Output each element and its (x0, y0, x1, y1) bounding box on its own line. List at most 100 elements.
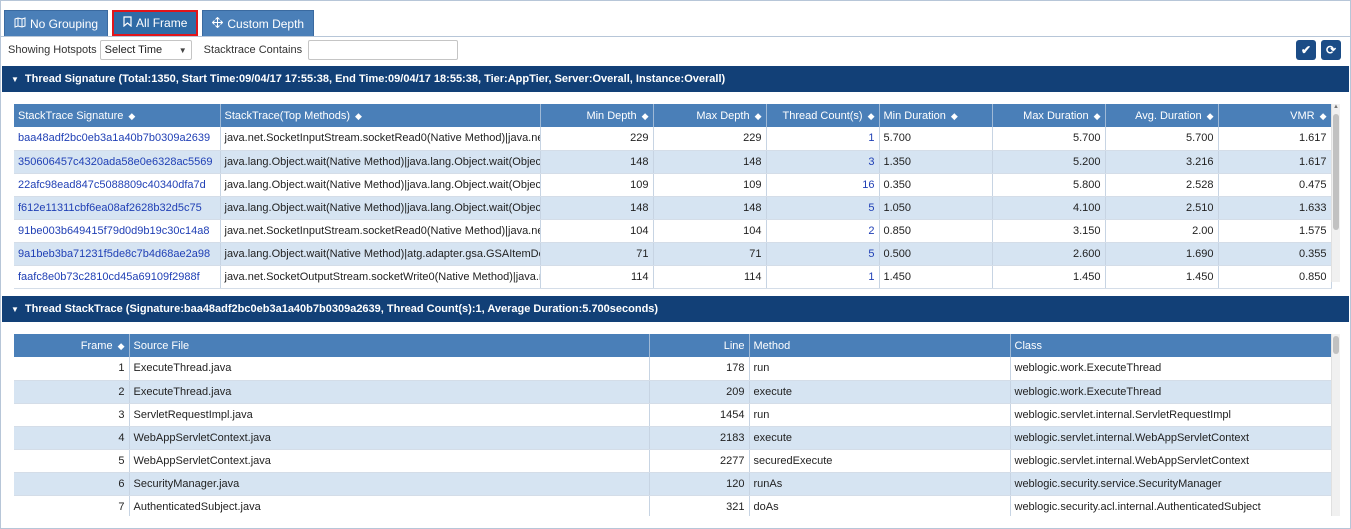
move-icon (212, 16, 224, 31)
signature-link[interactable]: 350606457c4320ada58e0e6328ac5569 (14, 150, 221, 174)
frame-cell: 5 (14, 449, 130, 473)
sort-icon: ◆ (1319, 110, 1327, 121)
scroll-thumb[interactable] (1333, 114, 1339, 230)
collapse-triangle-icon: ▼ (11, 74, 19, 84)
col-stacktrace-signature[interactable]: StackTrace Signature ◆ (14, 104, 221, 127)
col-min-depth[interactable]: Min Depth ◆ (540, 104, 654, 127)
tab-divider (0, 36, 1351, 37)
tab-custom-depth[interactable]: Custom Depth (202, 10, 315, 36)
table-row[interactable]: 22afc98ead847c5088809c40340dfa7d java.la… (14, 173, 1332, 197)
table-row[interactable]: 2 ExecuteThread.java 209 execute weblogi… (14, 380, 1332, 404)
col-max-duration[interactable]: Max Duration ◆ (992, 104, 1106, 127)
col-top-methods[interactable]: StackTrace(Top Methods) ◆ (220, 104, 541, 127)
avg-duration-cell: 5.700 (1105, 127, 1219, 151)
max-depth-cell: 148 (653, 196, 767, 220)
table-row[interactable]: 1 ExecuteThread.java 178 run weblogic.wo… (14, 357, 1332, 381)
table-row[interactable]: 9a1beb3ba71231f5de8c7b4d68ae2a98 java.la… (14, 242, 1332, 266)
scroll-up-icon[interactable]: ▲ (1333, 104, 1339, 110)
tab-all-frame[interactable]: All Frame (112, 10, 199, 36)
avg-duration-cell: 2.510 (1105, 196, 1219, 220)
line-cell: 2183 (649, 426, 750, 450)
line-cell: 2277 (649, 449, 750, 473)
signature-link[interactable]: f612e11311cbf6ea08af2628b32d5c75 (14, 196, 221, 220)
vmr-cell: 0.850 (1218, 265, 1332, 289)
stacktrace-scrollbar[interactable] (1331, 334, 1340, 516)
vmr-cell: 0.475 (1218, 173, 1332, 197)
thread-count-link[interactable]: 1 (766, 127, 880, 151)
sort-icon: ◆ (355, 110, 362, 121)
tab-no-grouping[interactable]: No Grouping (4, 10, 109, 36)
col-max-depth[interactable]: Max Depth ◆ (653, 104, 767, 127)
table-row[interactable]: 7 AuthenticatedSubject.java 321 doAs web… (14, 495, 1332, 516)
table-row[interactable]: 6 SecurityManager.java 120 runAs weblogi… (14, 472, 1332, 496)
source-file-cell: WebAppServletContext.java (129, 449, 650, 473)
thread-count-link[interactable]: 16 (766, 173, 880, 197)
thread-count-link[interactable]: 5 (766, 196, 880, 220)
col-min-duration[interactable]: Min Duration ◆ (879, 104, 993, 127)
min-duration-cell: 5.700 (879, 127, 993, 151)
view-tabs: No Grouping All Frame Custom Depth (4, 10, 315, 36)
col-source-file[interactable]: Source File (129, 334, 650, 357)
sort-icon: ◆ (117, 340, 125, 351)
tab-label: Custom Depth (227, 16, 305, 31)
col-avg-duration[interactable]: Avg. Duration ◆ (1105, 104, 1219, 127)
frame-cell: 7 (14, 495, 130, 516)
top-methods-cell: java.lang.Object.wait(Native Method)|jav… (220, 150, 541, 174)
table-row[interactable]: 91be003b649415f79d0d9b19c30c14a8 java.ne… (14, 219, 1332, 243)
thread-count-link[interactable]: 3 (766, 150, 880, 174)
thread-count-link[interactable]: 5 (766, 242, 880, 266)
min-depth-cell: 104 (540, 219, 654, 243)
sort-icon: ◆ (641, 110, 649, 121)
refresh-button[interactable]: ⟳ (1321, 40, 1341, 60)
table-row[interactable]: baa48adf2bc0eb3a1a40b7b0309a2639 java.ne… (14, 127, 1332, 151)
signature-link[interactable]: faafc8e0b73c2810cd45a69109f2988f (14, 265, 221, 289)
signature-link[interactable]: 91be003b649415f79d0d9b19c30c14a8 (14, 219, 221, 243)
min-duration-cell: 0.850 (879, 219, 993, 243)
line-cell: 1454 (649, 403, 750, 427)
signature-scrollbar[interactable]: ▲ (1331, 104, 1340, 282)
max-depth-cell: 104 (653, 219, 767, 243)
frame-cell: 4 (14, 426, 130, 450)
time-select[interactable]: Select Time ▼ (99, 40, 192, 60)
check-icon: ✔ (1300, 43, 1312, 57)
col-vmr[interactable]: VMR ◆ (1218, 104, 1332, 127)
thread-count-link[interactable]: 1 (766, 265, 880, 289)
col-line[interactable]: Line (649, 334, 750, 357)
source-file-cell: WebAppServletContext.java (129, 426, 650, 450)
method-cell: securedExecute (749, 449, 1011, 473)
max-depth-cell: 114 (653, 265, 767, 289)
col-method[interactable]: Method (749, 334, 1011, 357)
col-frame[interactable]: Frame ◆ (14, 334, 130, 357)
table-row[interactable]: f612e11311cbf6ea08af2628b32d5c75 java.la… (14, 196, 1332, 220)
thread-count-link[interactable]: 2 (766, 219, 880, 243)
max-depth-cell: 229 (653, 127, 767, 151)
signature-link[interactable]: 9a1beb3ba71231f5de8c7b4d68ae2a98 (14, 242, 221, 266)
scroll-thumb[interactable] (1333, 336, 1339, 354)
line-cell: 120 (649, 472, 750, 496)
col-thread-count[interactable]: Thread Count(s) ◆ (766, 104, 880, 127)
col-class[interactable]: Class (1010, 334, 1332, 357)
thread-stacktrace-panel: Frame ◆ Source File Line Method Class 1 E… (2, 322, 1349, 516)
table-row[interactable]: 5 WebAppServletContext.java 2277 secured… (14, 449, 1332, 473)
table-row[interactable]: faafc8e0b73c2810cd45a69109f2988f java.ne… (14, 265, 1332, 289)
sort-icon: ◆ (867, 110, 875, 121)
vmr-cell: 1.617 (1218, 150, 1332, 174)
table-row[interactable]: 4 WebAppServletContext.java 2183 execute… (14, 426, 1332, 450)
stacktrace-contains-input[interactable] (308, 40, 459, 60)
min-depth-cell: 148 (540, 196, 654, 220)
map-icon (14, 16, 26, 31)
max-depth-cell: 109 (653, 173, 767, 197)
max-duration-cell: 5.800 (992, 173, 1106, 197)
min-depth-cell: 114 (540, 265, 654, 289)
thread-signature-header[interactable]: ▼ Thread Signature (Total:1350, Start Ti… (2, 66, 1349, 92)
signature-link[interactable]: 22afc98ead847c5088809c40340dfa7d (14, 173, 221, 197)
table-row[interactable]: 350606457c4320ada58e0e6328ac5569 java.la… (14, 150, 1332, 174)
apply-button[interactable]: ✔ (1296, 40, 1316, 60)
filter-toolbar: Showing Hotspots Select Time ▼ Stacktrac… (8, 39, 459, 61)
thread-stacktrace-header[interactable]: ▼ Thread StackTrace (Signature:baa48adf2… (2, 296, 1349, 322)
table-row[interactable]: 3 ServletRequestImpl.java 1454 run weblo… (14, 403, 1332, 427)
line-cell: 209 (649, 380, 750, 404)
signature-link[interactable]: baa48adf2bc0eb3a1a40b7b0309a2639 (14, 127, 221, 151)
time-select-value: Select Time (104, 44, 163, 56)
frame-cell: 1 (14, 357, 130, 381)
